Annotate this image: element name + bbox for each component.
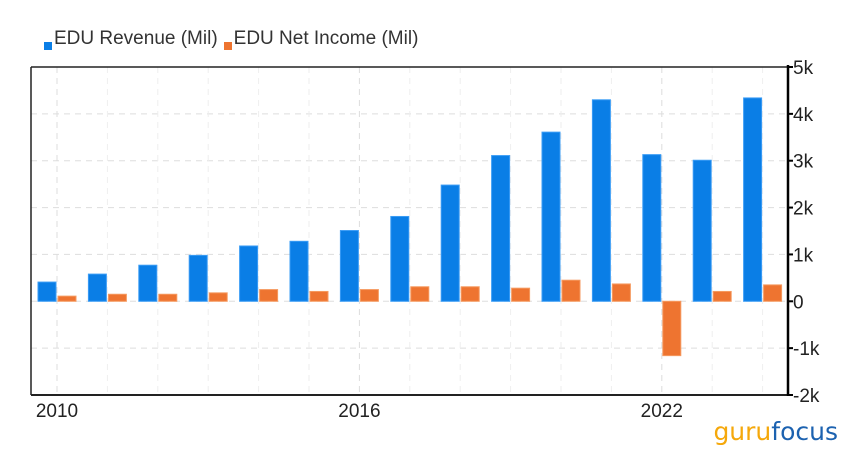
bar-revenue [188, 254, 208, 302]
legend-item-net-income[interactable]: EDU Net Income (Mil) [223, 28, 419, 50]
y-tick-label: -2k [793, 386, 820, 407]
bar-revenue [339, 230, 359, 302]
y-tick-label: 2k [793, 199, 814, 220]
bar-revenue [440, 184, 460, 302]
bar-net-income [208, 292, 228, 302]
bar-net-income [57, 295, 77, 302]
logo-part-focus: focus [771, 417, 838, 446]
bar-revenue [491, 155, 511, 302]
bar-revenue [138, 264, 158, 302]
bar-revenue [692, 159, 712, 302]
bar-net-income [259, 289, 279, 302]
x-tick-label: 2016 [338, 401, 380, 422]
bar-net-income [309, 290, 329, 302]
bar-revenue [239, 245, 259, 302]
bar-net-income [611, 283, 631, 302]
legend-label-net-income: EDU Net Income (Mil) [233, 28, 419, 49]
bar-revenue [743, 97, 763, 302]
bar-revenue [541, 131, 561, 302]
y-tick-label: 1k [793, 245, 814, 266]
bar-net-income [359, 289, 379, 302]
bar-revenue [87, 273, 107, 302]
bar-net-income [712, 290, 732, 302]
y-tick-label: -1k [793, 339, 820, 360]
x-tick-label: 2022 [641, 401, 683, 422]
y-tick-label: 3k [793, 152, 814, 173]
bar-revenue [591, 99, 611, 302]
legend-item-revenue[interactable]: EDU Revenue (Mil) [44, 28, 218, 50]
legend-label-revenue: EDU Revenue (Mil) [54, 28, 218, 49]
bar-net-income [107, 293, 127, 302]
x-tick-label: 2010 [36, 401, 78, 422]
bar-net-income [410, 286, 430, 302]
y-tick-label: 5k [793, 58, 814, 79]
bar-net-income [511, 287, 531, 302]
bar-revenue [37, 281, 57, 302]
bar-revenue [642, 154, 662, 302]
y-tick-label: 4k [793, 105, 814, 126]
bar-net-income [158, 293, 178, 302]
y-tick-label: 0 [793, 292, 804, 313]
logo-part-guru: guru [713, 417, 772, 446]
bar-net-income [561, 279, 581, 302]
bar-revenue [289, 240, 309, 302]
legend-swatch-net-income [223, 42, 232, 50]
chart-legend: EDU Revenue (Mil) EDU Net Income (Mil) [44, 28, 418, 50]
bar-revenue [390, 215, 410, 302]
gurufocus-logo: gurufocus [713, 417, 838, 446]
legend-swatch-revenue [44, 42, 52, 50]
bar-net-income [662, 300, 682, 357]
bar-net-income [460, 286, 480, 302]
bar-net-income [763, 284, 783, 302]
